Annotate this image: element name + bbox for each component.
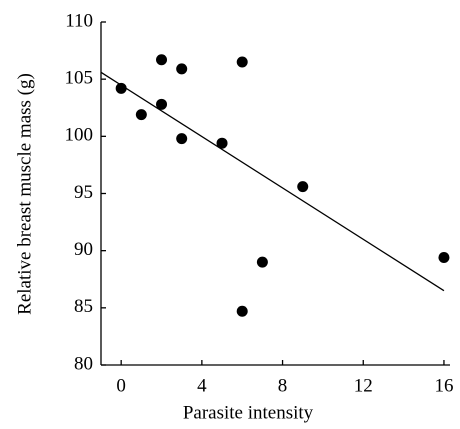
x-tick-label: 8 bbox=[278, 375, 288, 396]
y-tick-label: 100 bbox=[65, 125, 94, 146]
x-axis-label: Parasite intensity bbox=[183, 402, 314, 423]
x-tick-label: 4 bbox=[197, 375, 207, 396]
point bbox=[216, 137, 228, 149]
x-tick-label: 16 bbox=[434, 375, 453, 396]
point bbox=[256, 256, 268, 268]
y-tick-label: 80 bbox=[74, 353, 93, 374]
fit-line bbox=[100, 71, 445, 292]
point bbox=[297, 181, 309, 193]
y-tick-label: 95 bbox=[74, 182, 93, 203]
x-tick-label: 12 bbox=[354, 375, 373, 396]
point bbox=[115, 82, 127, 94]
point bbox=[176, 63, 188, 75]
point bbox=[236, 305, 248, 317]
point bbox=[156, 54, 168, 66]
x-tick-label: 0 bbox=[116, 375, 126, 396]
point bbox=[135, 109, 147, 121]
y-tick-label: 90 bbox=[74, 239, 93, 260]
point bbox=[236, 56, 248, 68]
y-tick-label: 85 bbox=[74, 296, 93, 317]
point bbox=[176, 133, 188, 145]
point bbox=[156, 98, 168, 110]
y-tick-label: 110 bbox=[65, 10, 93, 31]
y-tick-label: 105 bbox=[65, 68, 94, 89]
point bbox=[438, 252, 450, 264]
y-axis-label: Relative breast muscle mass (g) bbox=[14, 73, 35, 315]
